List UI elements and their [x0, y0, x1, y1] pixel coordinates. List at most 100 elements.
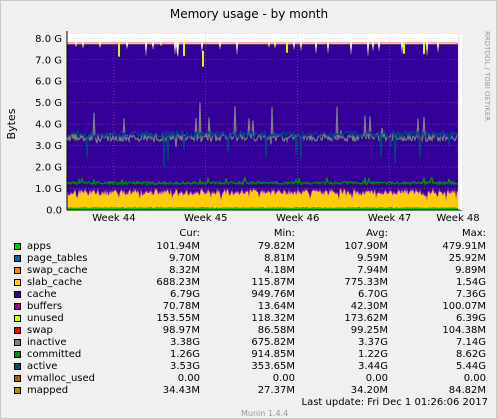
legend-min: 118.32M	[251, 313, 295, 324]
legend-name: buffers	[27, 301, 63, 312]
legend-cur: 8.32M	[169, 265, 200, 276]
legend-name: swap_cache	[27, 265, 88, 276]
legend-name: unused	[27, 313, 64, 324]
legend-swatch	[14, 303, 21, 310]
legend-avg: 34.20M	[350, 385, 388, 396]
series-lines	[66, 102, 459, 187]
unused-spike	[118, 42, 120, 57]
legend-row-vmalloc-used: vmalloc_used 0.00 0.00 0.00 0.00	[12, 373, 490, 385]
unused-spike	[403, 42, 405, 54]
munin-version: Munin 1.4.4	[241, 409, 289, 418]
legend-cur: 101.94M	[156, 241, 200, 252]
area-buffers	[67, 187, 458, 201]
legend-min: 13.64M	[257, 301, 295, 312]
area-apps	[67, 206, 458, 210]
legend-avg: 3.44G	[357, 361, 388, 372]
legend-avg: 9.59M	[357, 253, 388, 264]
unused-spike	[202, 50, 204, 67]
legend-name: committed	[27, 349, 82, 360]
x-tick-label: Week 46	[276, 213, 319, 224]
area-cache	[67, 44, 458, 200]
y-tick-label: 1.0 G	[35, 184, 62, 195]
y-axis-label: Bytes	[5, 108, 18, 139]
legend-min: 4.18M	[264, 265, 295, 276]
grid-lines	[66, 31, 462, 211]
legend-name: vmalloc_used	[27, 373, 96, 384]
y-tick-label: 3.0 G	[35, 141, 62, 152]
y-tick-label: 5.0 G	[35, 98, 62, 109]
legend-header-min: Min:	[273, 228, 295, 239]
line-active	[66, 129, 459, 169]
legend-avg: 0.00	[365, 373, 388, 384]
legend-header: Cur: Min: Avg: Max:	[12, 228, 490, 241]
legend-max: 104.38M	[442, 325, 486, 336]
legend-avg: 99.25M	[350, 325, 388, 336]
legend-row-apps: apps 101.94M 79.82M 107.90M 479.91M	[12, 241, 490, 253]
legend-cur: 1.26G	[169, 349, 200, 360]
legend-min: 949.76M	[251, 289, 295, 300]
legend-swatch	[14, 351, 21, 358]
legend-swatch	[14, 339, 21, 346]
legend-min: 353.65M	[251, 361, 295, 372]
unused-spike	[183, 42, 185, 56]
legend-row-page-tables: page_tables 9.70M 8.81M 9.59M 25.92M	[12, 253, 490, 265]
legend-swatch	[14, 255, 21, 262]
unused-spike	[423, 42, 425, 54]
legend-name: swap	[27, 325, 53, 336]
legend-min: 914.85M	[251, 349, 295, 360]
last-update: Last update: Fri Dec 1 01:26:06 2017	[301, 397, 489, 408]
legend-cur: 0.00	[177, 373, 200, 384]
legend-max: 1.54G	[455, 277, 486, 288]
legend-cur: 98.97M	[162, 325, 200, 336]
x-tick-label: Week 47	[368, 213, 411, 224]
legend: Cur: Min: Avg: Max: apps 101.94M 79.82M 107…	[12, 228, 490, 397]
legend-row-swap-cache: swap_cache 8.32M 4.18M 7.94M 9.89M	[12, 265, 490, 277]
legend-cur: 688.23M	[156, 277, 200, 288]
legend-cur: 34.43M	[162, 385, 200, 396]
legend-min: 86.58M	[257, 325, 295, 336]
legend-avg: 3.37G	[357, 337, 388, 348]
legend-row-unused: unused 153.55M 118.32M 173.62M 6.39G	[12, 313, 490, 325]
legend-avg: 1.22G	[357, 349, 388, 360]
legend-name: page_tables	[27, 253, 88, 264]
legend-swatch	[14, 327, 21, 334]
x-tick-label: Week 44	[92, 213, 135, 224]
legend-cur: 6.79G	[169, 289, 200, 300]
legend-max: 84.82M	[448, 385, 486, 396]
legend-swatch	[14, 387, 21, 394]
legend-min: 27.37M	[257, 385, 295, 396]
legend-name: slab_cache	[27, 277, 83, 288]
legend-max: 5.44G	[455, 361, 486, 372]
legend-cur: 70.78M	[162, 301, 200, 312]
legend-max: 9.89M	[455, 265, 486, 276]
y-tick-label: 6.0 G	[35, 77, 62, 88]
y-tick-label: 0.0	[46, 206, 62, 217]
legend-cur: 3.53G	[169, 361, 200, 372]
legend-min: 8.81M	[264, 253, 295, 264]
memory-chart: Memory usage - by month Bytes RRDTOOL / …	[5, 7, 491, 224]
x-tick-labels: Week 44 Week 45 Week 46 Week 47 Week 48	[92, 213, 479, 224]
legend-header-cur: Cur:	[179, 228, 200, 239]
legend-swatch	[14, 279, 21, 286]
y-tick-label: 8.0 G	[35, 34, 62, 45]
legend-swatch	[14, 243, 21, 250]
legend-max: 6.39G	[455, 313, 486, 324]
legend-avg: 42.30M	[350, 301, 388, 312]
chart-title: Memory usage - by month	[170, 7, 328, 21]
legend-row-slab-cache: slab_cache 688.23M 115.87M 775.33M 1.54G	[12, 277, 490, 289]
legend-row-cache: cache 6.79G 949.76M 6.70G 7.36G	[12, 289, 490, 301]
unused-spike	[286, 42, 288, 53]
legend-name: inactive	[27, 337, 67, 348]
legend-header-max: Max:	[461, 228, 486, 239]
legend-max: 0.00	[463, 373, 486, 384]
legend-max: 479.91M	[442, 241, 486, 252]
legend-max: 7.14G	[455, 337, 486, 348]
legend-row-committed: committed 1.26G 914.85M 1.22G 8.62G	[12, 349, 490, 361]
legend-name: cache	[27, 289, 57, 300]
y-tick-label: 4.0 G	[35, 120, 62, 131]
x-tick-label: Week 45	[184, 213, 227, 224]
legend-name: apps	[27, 241, 52, 252]
legend-swatch	[14, 291, 21, 298]
legend-min: 0.00	[272, 373, 295, 384]
